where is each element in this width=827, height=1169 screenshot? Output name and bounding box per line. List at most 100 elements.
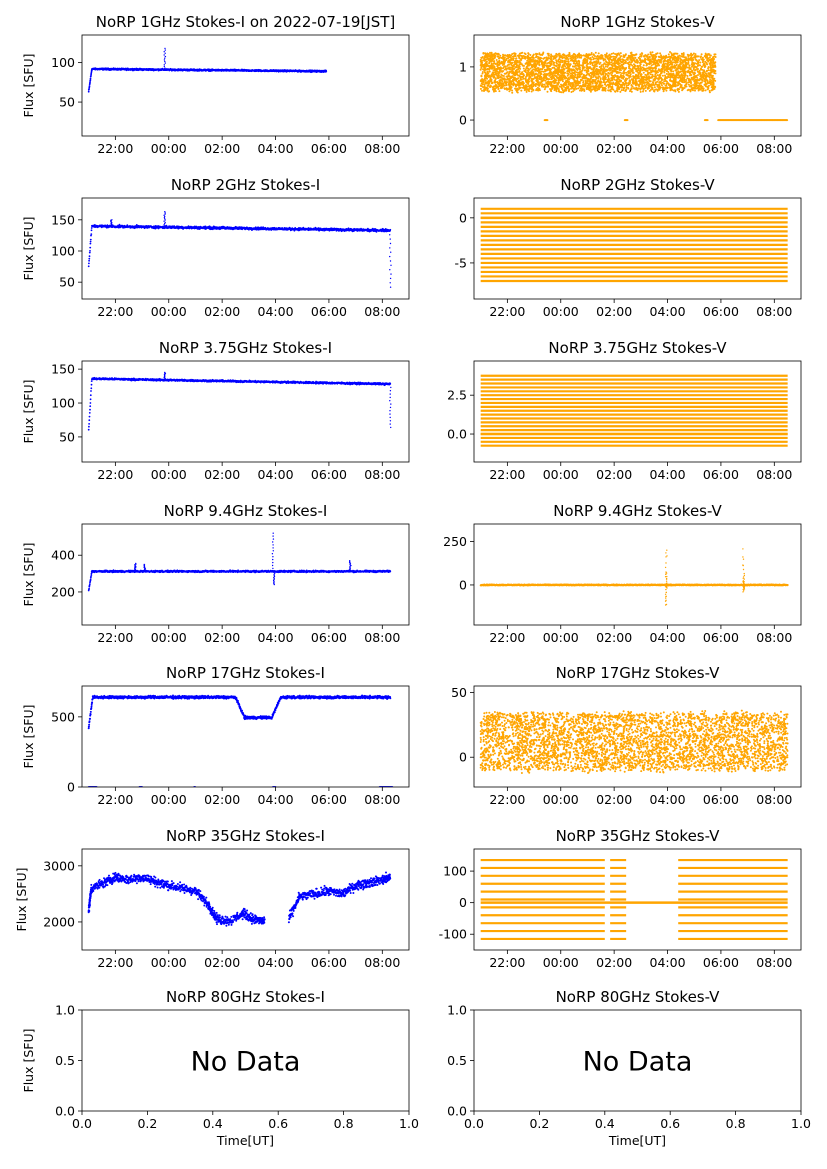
data-point [495, 59, 498, 61]
data-point [498, 64, 500, 66]
data-point [509, 75, 511, 78]
data-point [88, 85, 91, 87]
data-point [487, 75, 490, 78]
data-point [536, 53, 539, 55]
data-point [546, 80, 549, 83]
data-point [636, 83, 638, 86]
data-point [687, 83, 690, 86]
data-point [605, 61, 608, 64]
data-point [641, 79, 644, 82]
data-point [593, 67, 596, 70]
data-point [557, 64, 560, 67]
data-point [546, 77, 549, 80]
data-point [572, 87, 575, 90]
data-point [677, 55, 679, 58]
data-point [692, 77, 695, 80]
data-point [579, 70, 582, 73]
data-point [511, 89, 514, 92]
data-point [536, 75, 539, 78]
data-point [164, 49, 166, 51]
data-point [562, 85, 565, 88]
data-point [573, 88, 576, 91]
data-point [583, 85, 586, 88]
data-point [668, 63, 671, 66]
data-point [700, 53, 703, 56]
data-point [699, 61, 702, 64]
data-point [521, 51, 524, 54]
y-axis-label: Flux [SFU] [21, 54, 36, 118]
data-point [679, 63, 682, 66]
data-point [693, 80, 696, 83]
data-point [605, 85, 608, 87]
data-point [544, 76, 547, 79]
data-point [576, 56, 579, 59]
data-point [523, 89, 526, 92]
data-point [647, 62, 650, 65]
data-point [628, 75, 631, 78]
data-point [503, 68, 506, 71]
data-point [582, 80, 585, 83]
data-point [563, 54, 566, 57]
data-point [692, 76, 695, 79]
data-point [683, 56, 686, 59]
data-point [670, 62, 673, 65]
data-point [653, 75, 655, 78]
data-point [479, 84, 482, 87]
x-tick-label: 06:00 [311, 141, 347, 156]
data-point [698, 64, 701, 67]
data-point [479, 87, 482, 90]
data-point [662, 88, 664, 91]
data-point [674, 52, 677, 55]
data-point [699, 78, 702, 81]
data-point [605, 73, 608, 76]
data-point [632, 87, 635, 90]
data-point [586, 58, 589, 61]
data-point [629, 67, 632, 70]
data-point [701, 65, 704, 68]
data-point [619, 90, 622, 93]
data-point [607, 75, 610, 78]
data-point [585, 87, 588, 90]
data-point [89, 81, 91, 83]
data-point [495, 67, 498, 70]
data-point [672, 54, 675, 57]
data-point [664, 79, 667, 82]
data-point [683, 87, 686, 89]
data-point [710, 66, 713, 69]
data-point [698, 69, 701, 72]
data-point [598, 56, 601, 58]
data-point [595, 67, 598, 70]
data-point [528, 71, 531, 74]
data-point [515, 90, 518, 93]
data-point [608, 72, 610, 75]
data-point [492, 69, 495, 72]
data-point [704, 89, 707, 92]
data-point [679, 83, 682, 86]
data-point [705, 85, 707, 88]
data-point [87, 90, 90, 93]
data-point [550, 53, 553, 56]
data-point [638, 55, 641, 58]
data-point [649, 66, 652, 69]
data-point [628, 65, 631, 67]
data-point [522, 84, 525, 87]
data-point [711, 76, 714, 78]
data-point [665, 89, 668, 92]
data-point [606, 65, 609, 68]
data-point [614, 74, 616, 77]
data-point [653, 86, 656, 89]
data-point [694, 89, 696, 92]
data-point [551, 72, 554, 75]
data-point [541, 68, 544, 71]
data-point [557, 66, 560, 69]
data-point [590, 89, 593, 91]
data-point [512, 81, 515, 84]
data-point [619, 52, 622, 55]
data-point [607, 86, 610, 89]
data-point [493, 71, 495, 74]
data-point [566, 85, 569, 88]
data-point [705, 73, 708, 75]
data-point [529, 67, 532, 70]
data-point [659, 81, 662, 84]
data-point [659, 52, 662, 55]
